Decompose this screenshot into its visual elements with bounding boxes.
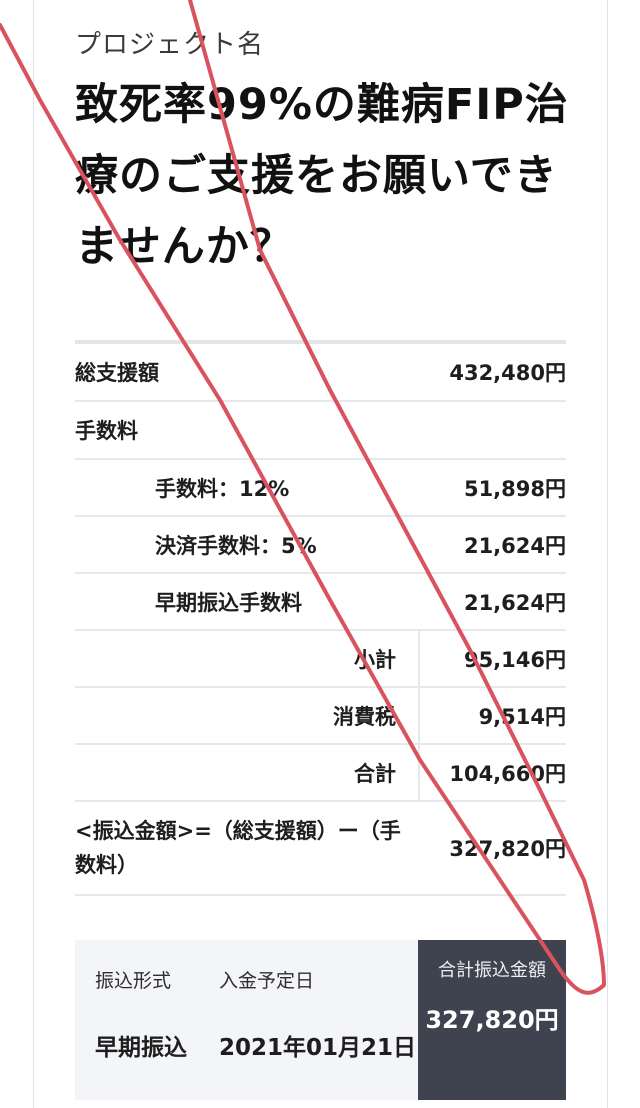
total-transfer-box: 合計振込金額 327,820円: [418, 940, 566, 1100]
transfer-type-value: 早期振込: [95, 1035, 187, 1061]
subtotal-value: 95,146円: [463, 647, 566, 672]
total-support-value: 432,480円: [449, 361, 566, 385]
table-row-early-transfer-fee: 早期振込手数料 21,624円: [75, 574, 566, 631]
settlement-fee-label: 決済手数料：5%: [155, 533, 317, 558]
early-transfer-fee-label: 早期振込手数料: [155, 590, 302, 615]
table-row-subtotal: 小計 95,146円: [75, 631, 566, 688]
table-row-total: 合計 104,660円: [75, 745, 566, 802]
table-row-transfer-amount: <振込金額>=（総支援額）ー（手数料） 327,820円: [75, 802, 566, 896]
table-row-fee-12: 手数料：12% 51,898円: [75, 460, 566, 517]
column-divider: [418, 688, 420, 745]
total-label: 合計: [354, 761, 396, 786]
table-row-settlement-fee: 決済手数料：5% 21,624円: [75, 517, 566, 574]
total-transfer-value: 327,820円: [425, 1006, 559, 1034]
transfer-type-header: 振込形式: [95, 970, 172, 992]
project-title: 致死率99%の難病FIP治療のご支援をお願いできませんか？: [75, 80, 569, 272]
deposit-date-header: 入金予定日: [219, 970, 315, 992]
deposit-date-value: 2021年01月21日: [219, 1035, 417, 1061]
transfer-amount-value: 327,820円: [449, 837, 566, 861]
fee-12-label: 手数料：12%: [155, 476, 290, 501]
table-row-tax: 消費税 9,514円: [75, 688, 566, 745]
tax-label: 消費税: [333, 704, 396, 729]
early-transfer-fee-value: 21,624円: [463, 590, 566, 615]
project-label: プロジェクト名: [75, 30, 265, 60]
total-transfer-header: 合計振込金額: [438, 960, 546, 981]
table-row-total-support: 総支援額 432,480円: [75, 344, 566, 402]
tax-value: 9,514円: [478, 704, 566, 729]
fee-header-label: 手数料: [75, 419, 138, 443]
table-row-fee-header: 手数料: [75, 402, 566, 460]
transfer-amount-label: <振込金額>=（総支援額）ー（手数料）: [75, 819, 401, 877]
settlement-fee-value: 21,624円: [463, 533, 566, 558]
total-value: 104,660円: [449, 761, 566, 786]
total-support-label: 総支援額: [75, 361, 159, 385]
column-divider: [418, 631, 420, 688]
subtotal-label: 小計: [354, 647, 396, 672]
transfer-summary: 振込形式 入金予定日 早期振込 2021年01月21日 合計振込金額 327,8…: [75, 940, 566, 1100]
fee-12-value: 51,898円: [463, 476, 566, 501]
column-divider: [418, 745, 420, 802]
fee-table: 総支援額 432,480円 手数料 手数料：12% 51,898円 決済手数料：…: [75, 340, 566, 896]
